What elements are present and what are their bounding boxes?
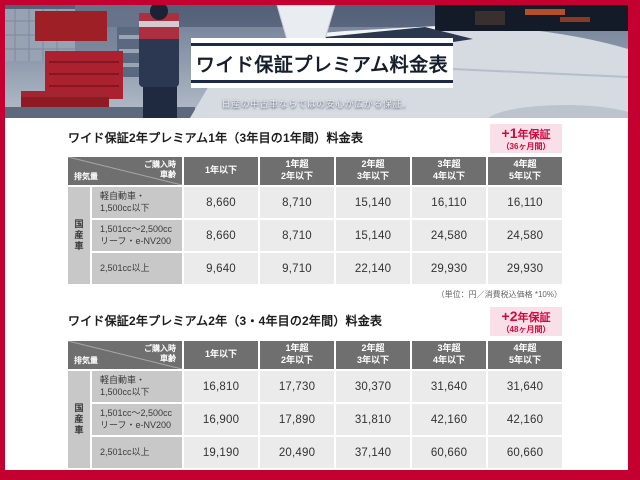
price-cell: 8,660	[184, 187, 258, 218]
title-banner: ワイド保証プレミアム料金表	[191, 38, 453, 88]
domestic-car-group-label: 国産車	[68, 371, 90, 468]
price-cell: 24,580	[412, 220, 486, 251]
price-cell: 16,810	[184, 371, 258, 402]
badge-main: +1年保証	[501, 124, 551, 141]
price-cell: 31,810	[336, 404, 410, 435]
price-cell: 22,140	[336, 253, 410, 284]
row-label: 2,501cc以上	[92, 437, 182, 468]
col-header-3: 2年超 3年以下	[336, 157, 410, 185]
matrix-corner-cell: ご購入時 車齢 排気量	[68, 157, 182, 185]
price-cell: 16,110	[412, 187, 486, 218]
price-cell: 15,140	[336, 220, 410, 251]
price-cell: 8,710	[260, 220, 334, 251]
price-grid-1: ご購入時 車齢 排気量 1年以下 1年超 2年以下 2年超 3年以下 3年超 4年以下…	[68, 157, 562, 284]
price-cell: 29,930	[412, 253, 486, 284]
col-header-2: 1年超 2年以下	[260, 341, 334, 369]
price-cell: 20,490	[260, 437, 334, 468]
row-label: 2,501cc以上	[92, 253, 182, 284]
row-label: 軽自動車・ 1,500cc以下	[92, 371, 182, 402]
row-label: 1,501cc～2,500cc リーフ・e-NV200	[92, 220, 182, 251]
corner-age-label: ご購入時 車齢	[144, 344, 176, 363]
matrix-corner-cell: ご購入時 車齢 排気量	[68, 341, 182, 369]
price-cell: 8,660	[184, 220, 258, 251]
price-cell: 17,730	[260, 371, 334, 402]
plus-2-year-warranty-badge: +2年保証 （48ヶ月間）	[490, 307, 562, 336]
corner-age-label: ご購入時 車齢	[144, 160, 176, 179]
col-header-5: 4年超 5年以下	[488, 157, 562, 185]
price-cell: 31,640	[488, 371, 562, 402]
price-cell: 17,890	[260, 404, 334, 435]
price-cell: 29,930	[488, 253, 562, 284]
price-cell: 31,640	[412, 371, 486, 402]
table-1-title: ワイド保証2年プレミアム1年（3年目の1年間）料金表	[68, 131, 364, 145]
hero-photo: ワイド保証プレミアム料金表 日産の中古車ならではの安心が広がる保証。	[5, 5, 628, 118]
domestic-car-group-label: 国産車	[68, 187, 90, 284]
tax-note: （単位：円／消費税込価格 *10%）	[436, 290, 562, 299]
price-cell: 9,710	[260, 253, 334, 284]
col-header-3: 2年超 3年以下	[336, 341, 410, 369]
badge-main: +2年保証	[501, 307, 551, 324]
price-cell: 15,140	[336, 187, 410, 218]
price-cell: 16,110	[488, 187, 562, 218]
price-cell: 16,900	[184, 404, 258, 435]
page-frame: ワイド保証プレミアム料金表 日産の中古車ならではの安心が広がる保証。 ワイド保証…	[5, 5, 628, 470]
col-header-1: 1年以下	[184, 157, 258, 185]
price-cell: 42,160	[412, 404, 486, 435]
price-cell: 19,190	[184, 437, 258, 468]
plus-1-year-warranty-badge: +1年保証 （36ヶ月間）	[490, 124, 562, 153]
price-cell: 37,140	[336, 437, 410, 468]
price-cell: 8,710	[260, 187, 334, 218]
corner-displacement-label: 排気量	[74, 172, 98, 181]
col-header-2: 1年超 2年以下	[260, 157, 334, 185]
col-header-4: 3年超 4年以下	[412, 157, 486, 185]
price-grid-2: ご購入時 車齢 排気量 1年以下 1年超 2年以下 2年超 3年以下 3年超 4年以下…	[68, 341, 562, 468]
pricing-table-2: ワイド保証2年プレミアム2年（3・4年目の2年間）料金表 +2年保証 （48ヶ月…	[68, 307, 562, 468]
row-label: 軽自動車・ 1,500cc以下	[92, 187, 182, 218]
price-cell: 30,370	[336, 371, 410, 402]
price-cell: 42,160	[488, 404, 562, 435]
corner-displacement-label: 排気量	[74, 356, 98, 365]
table-2-title: ワイド保証2年プレミアム2年（3・4年目の2年間）料金表	[68, 314, 383, 328]
price-cell: 24,580	[488, 220, 562, 251]
diagonal-divider	[68, 341, 182, 369]
hero-subtitle: 日産の中古車ならではの安心が広がる保証。	[221, 99, 412, 109]
badge-duration: （36ヶ月間）	[501, 141, 551, 151]
pricing-table-1: ワイド保証2年プレミアム1年（3年目の1年間）料金表 +1年保証 （36ヶ月間）…	[68, 124, 562, 300]
price-cell: 9,640	[184, 253, 258, 284]
price-cell: 60,660	[488, 437, 562, 468]
diagonal-divider	[68, 157, 182, 185]
row-label: 1,501cc～2,500cc リーフ・e-NV200	[92, 404, 182, 435]
col-header-1: 1年以下	[184, 341, 258, 369]
page-title: ワイド保証プレミアム料金表	[195, 54, 449, 76]
col-header-4: 3年超 4年以下	[412, 341, 486, 369]
badge-duration: （48ヶ月間）	[501, 324, 551, 334]
col-header-5: 4年超 5年以下	[488, 341, 562, 369]
tables-area: ワイド保証2年プレミアム1年（3年目の1年間）料金表 +1年保証 （36ヶ月間）…	[5, 124, 628, 468]
price-cell: 60,660	[412, 437, 486, 468]
